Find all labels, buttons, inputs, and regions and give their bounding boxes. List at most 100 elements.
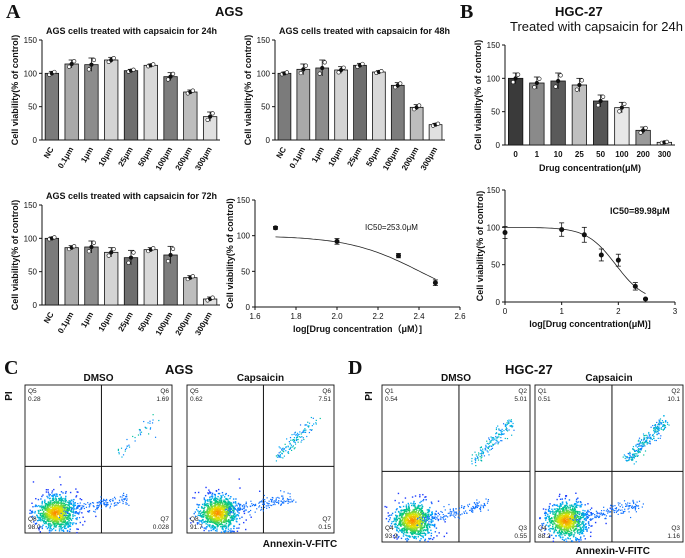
event-dot — [488, 437, 490, 439]
event-dot — [585, 523, 587, 525]
x-axis-label: log[Drug concentration(μM)] — [529, 319, 651, 329]
event-dot — [215, 490, 218, 492]
event-dot — [481, 452, 483, 454]
event-dot — [302, 437, 304, 439]
event-dot — [224, 531, 226, 533]
event-dot — [482, 505, 484, 507]
event-dot — [282, 502, 284, 504]
event-dot — [53, 526, 56, 528]
event-dot — [478, 501, 480, 503]
bar — [428, 124, 443, 141]
event-dot — [596, 511, 598, 513]
quadrant-label: Q7 — [322, 516, 331, 523]
event-dot — [470, 509, 472, 511]
event-dot — [79, 521, 82, 524]
event-dot — [582, 516, 584, 518]
event-dot — [585, 514, 587, 516]
event-dot — [414, 495, 417, 497]
event-dot — [508, 422, 510, 424]
event-dot — [105, 503, 107, 505]
event-dot — [294, 447, 296, 449]
event-dot — [459, 514, 462, 516]
event-dot — [457, 516, 459, 518]
event-dot — [30, 510, 33, 513]
event-dot — [594, 521, 597, 524]
event-dot — [427, 532, 429, 534]
event-dot — [571, 526, 574, 529]
event-dot — [404, 538, 407, 540]
event-dot — [124, 448, 127, 451]
event-dot — [291, 439, 294, 441]
event-dot — [307, 421, 309, 423]
event-dot — [636, 501, 638, 503]
event-dot — [633, 501, 635, 503]
event-dot — [425, 499, 427, 501]
event-dot — [453, 515, 455, 517]
event-dot — [558, 524, 560, 527]
event-dot — [223, 499, 225, 501]
event-dot — [203, 498, 206, 501]
event-dot — [222, 514, 225, 517]
x-tick-label: 1 — [559, 307, 564, 316]
event-dot — [289, 493, 291, 495]
event-dot — [267, 504, 269, 506]
event-dot — [68, 514, 70, 516]
event-dot — [400, 520, 402, 522]
event-dot — [415, 514, 417, 517]
event-dot — [613, 511, 615, 514]
event-dot — [578, 517, 580, 520]
event-dot — [63, 509, 66, 511]
event-dot — [445, 515, 447, 517]
event-dot — [44, 505, 47, 508]
event-dot — [54, 529, 57, 532]
event-dot — [403, 523, 406, 525]
event-dot — [226, 516, 228, 518]
event-dot — [215, 507, 218, 509]
fit-curve — [505, 227, 646, 294]
event-dot — [228, 501, 230, 504]
event-dot — [396, 534, 398, 537]
event-dot — [56, 501, 59, 504]
event-dot — [42, 506, 44, 508]
event-dot — [47, 509, 49, 512]
event-dot — [235, 509, 238, 511]
event-dot — [43, 522, 46, 525]
event-dot — [275, 501, 278, 503]
event-dot — [209, 496, 211, 498]
event-dot — [283, 448, 286, 450]
event-dot — [34, 510, 36, 513]
event-dot — [266, 502, 268, 504]
event-dot — [68, 513, 71, 515]
event-dot — [244, 510, 246, 512]
event-dot — [599, 513, 601, 515]
event-dot — [556, 510, 559, 512]
event-dot — [70, 518, 72, 521]
event-dot — [154, 436, 157, 438]
event-dot — [411, 516, 413, 518]
event-dot — [564, 519, 567, 522]
event-dot — [549, 530, 551, 532]
event-dot — [394, 526, 396, 528]
event-dot — [52, 511, 55, 513]
event-dot — [206, 512, 209, 514]
event-dot — [485, 448, 487, 450]
event-dot — [431, 521, 433, 523]
bar — [143, 64, 158, 141]
event-dot — [448, 512, 450, 514]
replicate-point — [109, 250, 114, 255]
event-dot — [574, 520, 577, 522]
event-dot — [44, 512, 47, 514]
event-dot — [405, 526, 407, 528]
event-dot — [94, 511, 96, 513]
event-dot — [499, 433, 501, 436]
event-dot — [149, 422, 151, 424]
event-dot — [211, 495, 214, 498]
event-dot — [564, 520, 567, 523]
event-dot — [440, 516, 442, 518]
event-dot — [630, 506, 633, 509]
event-dot — [404, 510, 406, 512]
event-dot — [224, 520, 226, 522]
event-dot — [294, 441, 296, 444]
event-dot — [469, 509, 471, 512]
event-dot — [423, 526, 425, 529]
